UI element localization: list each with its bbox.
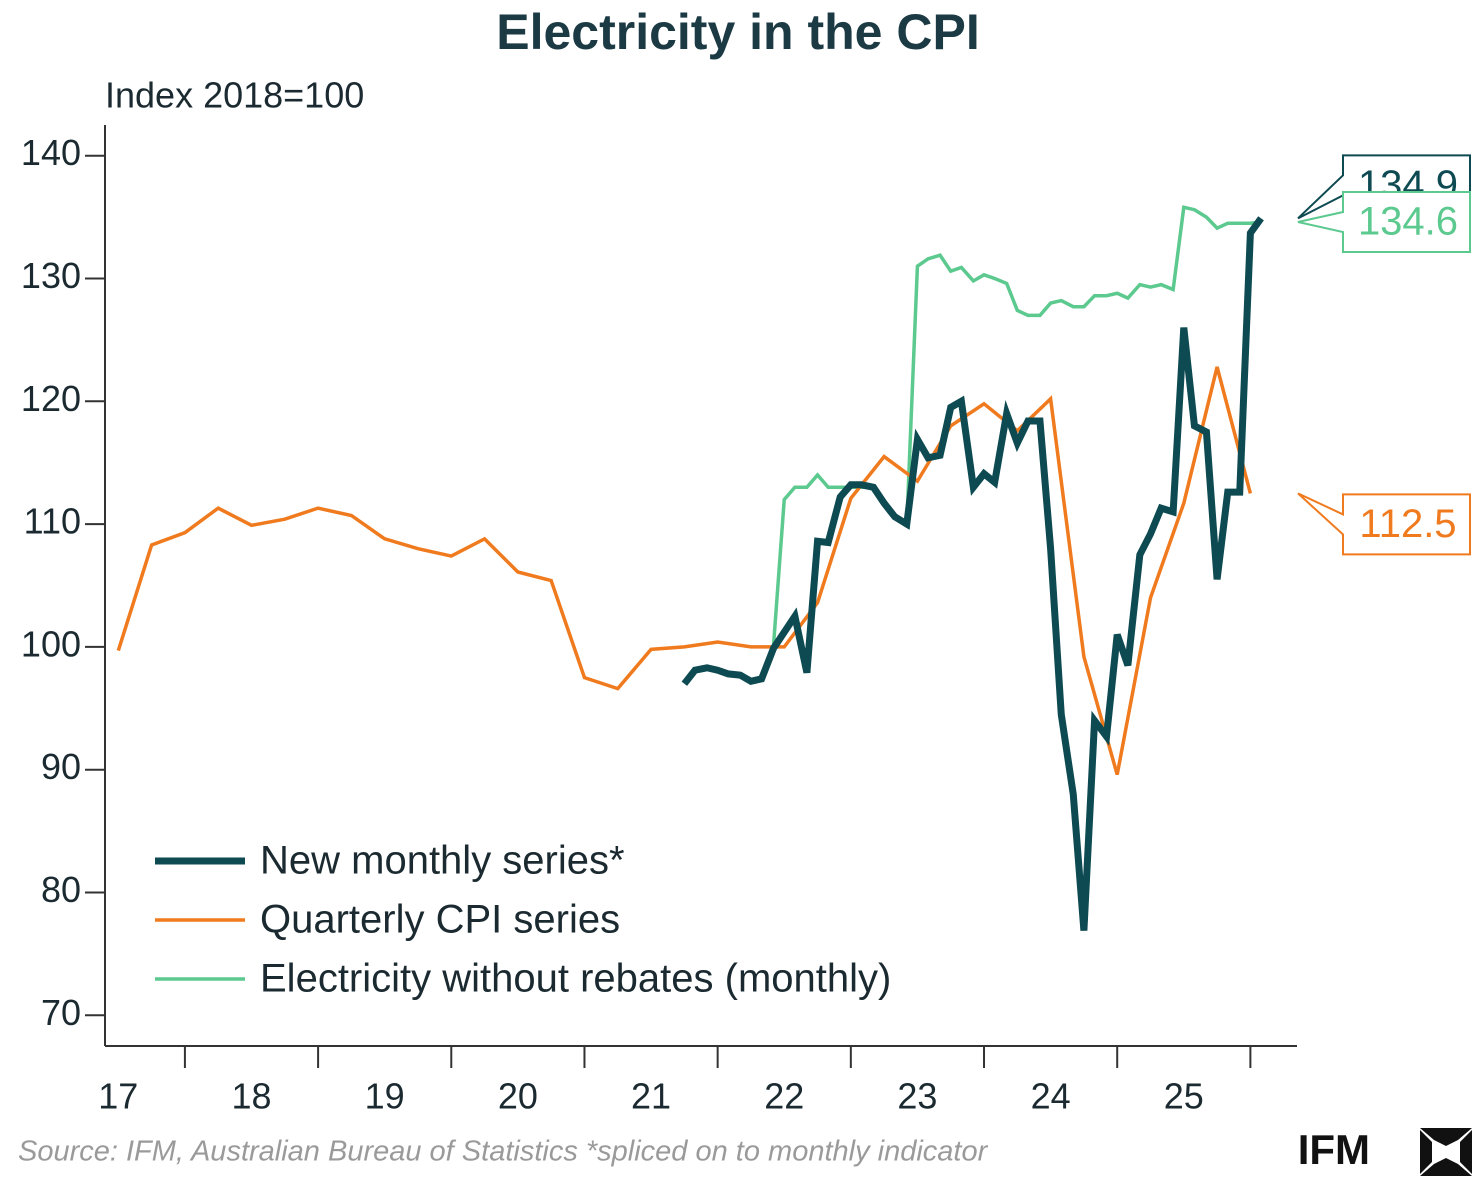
x-tick-label: 25 — [1164, 1076, 1204, 1117]
x-tick-label: 24 — [1031, 1076, 1071, 1117]
logo-icon — [1420, 1128, 1472, 1176]
end-value-label: 112.5 — [1359, 502, 1456, 546]
series-line — [681, 216, 1264, 931]
x-tick-label: 18 — [231, 1076, 271, 1117]
x-tick-label: 20 — [498, 1076, 538, 1117]
x-tick-label: 19 — [365, 1076, 405, 1117]
logo-text: IFM — [1298, 1126, 1370, 1173]
y-tick-label: 100 — [21, 623, 81, 664]
legend-label: New monthly series* — [260, 839, 625, 883]
end-value-label: 134.6 — [1358, 200, 1458, 244]
y-tick-label: 80 — [41, 869, 81, 910]
y-tick-label: 70 — [41, 992, 81, 1033]
series-line — [116, 366, 1253, 776]
series-line — [771, 205, 1262, 645]
x-tick-label: 23 — [897, 1076, 937, 1117]
y-tick-label: 130 — [21, 255, 81, 296]
source-note: Source: IFM, Australian Bureau of Statis… — [18, 1136, 989, 1168]
legend-label: Quarterly CPI series — [260, 898, 620, 942]
x-tick-label: 17 — [98, 1076, 138, 1117]
y-tick-label: 110 — [24, 501, 81, 542]
y-tick-label: 140 — [21, 132, 81, 173]
chart-title: Electricity in the CPI — [496, 4, 979, 60]
legend-label: Electricity without rebates (monthly) — [260, 957, 891, 1001]
callout-box — [1297, 191, 1471, 254]
y-axis-label: Index 2018=100 — [105, 75, 364, 116]
callout-box — [1297, 492, 1471, 556]
x-tick-label: 22 — [764, 1076, 804, 1117]
y-tick-label: 90 — [41, 746, 81, 787]
x-tick-label: 21 — [631, 1076, 671, 1117]
y-tick-label: 120 — [21, 378, 81, 419]
